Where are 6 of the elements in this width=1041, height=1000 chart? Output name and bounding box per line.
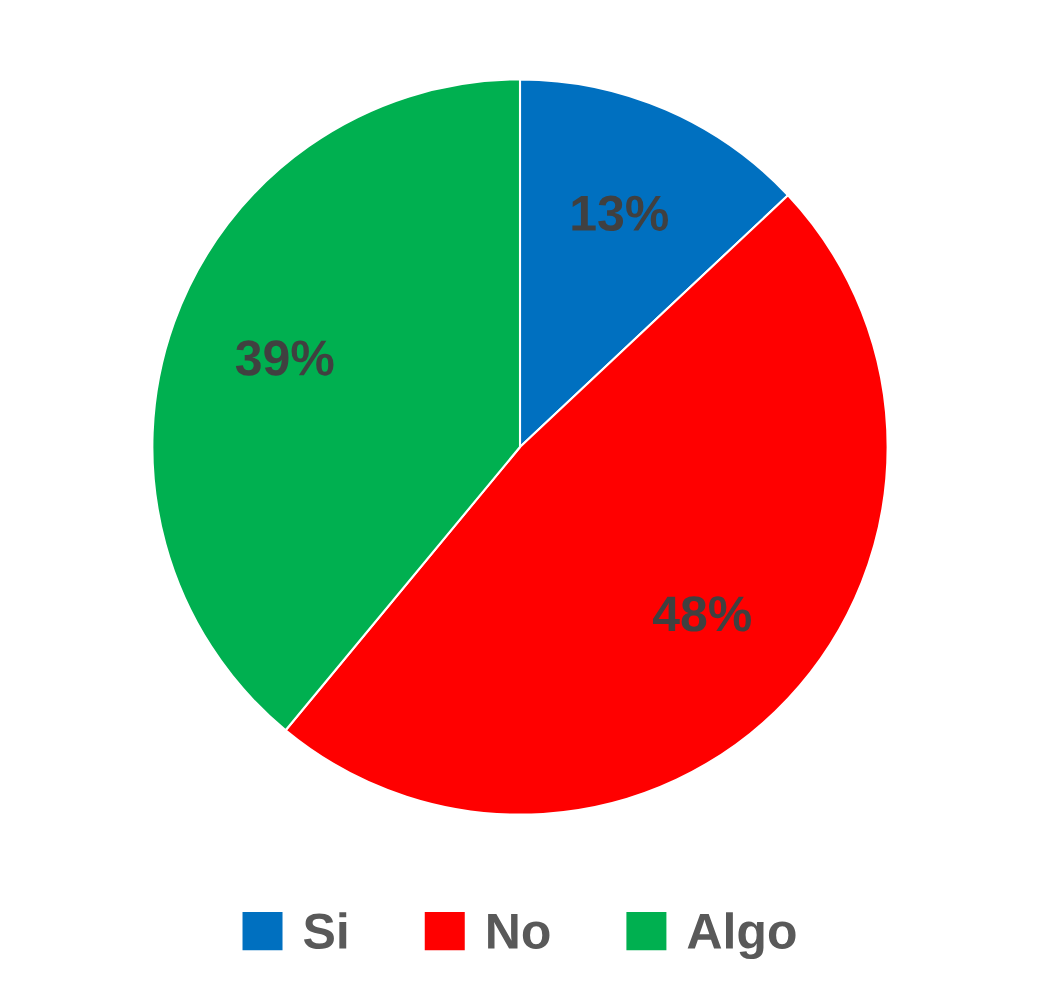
legend-label: Si xyxy=(303,912,347,949)
data-label: 39% xyxy=(235,340,334,376)
data-label: 13% xyxy=(572,195,669,232)
data-label: 48% xyxy=(652,596,751,632)
legend-label: Algo xyxy=(687,912,796,960)
legend-label: No xyxy=(488,914,550,949)
